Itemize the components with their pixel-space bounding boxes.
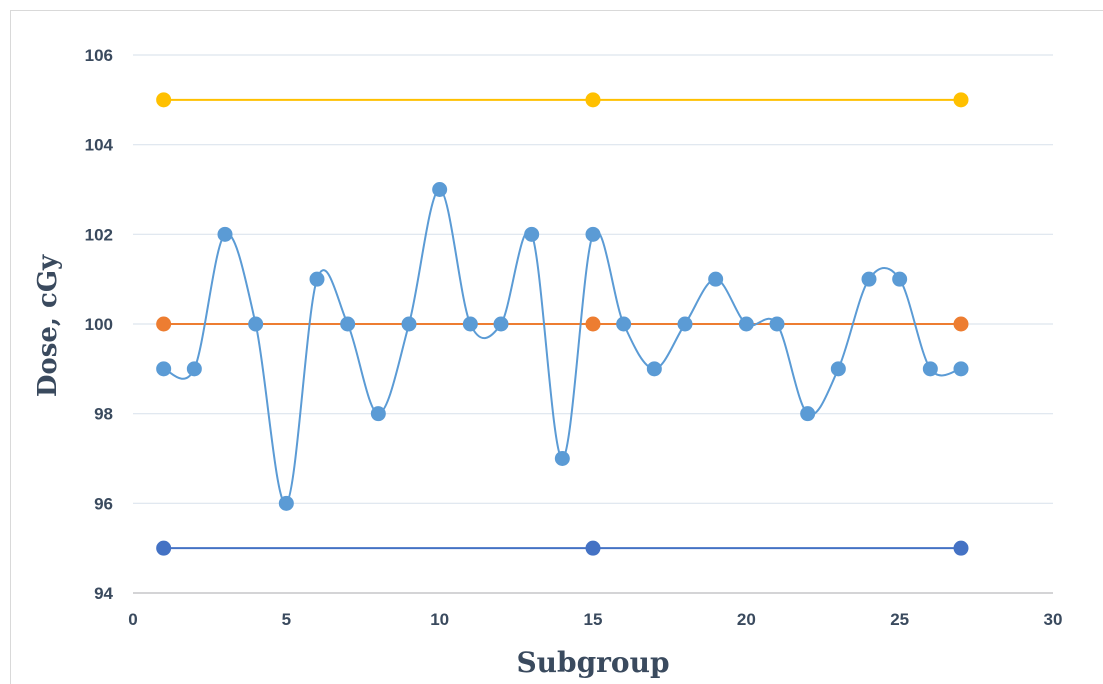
measurements-point: [830, 361, 846, 377]
measurements-point: [646, 361, 662, 377]
measurements-point: [953, 361, 969, 377]
x-tick-label: 30: [1044, 610, 1063, 629]
measurements-point: [800, 406, 816, 422]
measurements-point: [309, 271, 325, 287]
measurements-point: [524, 226, 540, 242]
measurements-point: [554, 451, 570, 466]
y-tick-label: 96: [94, 494, 113, 513]
upper-limit-point: [585, 92, 601, 108]
x-tick-label: 25: [890, 610, 909, 629]
upper-limit-point: [156, 92, 172, 108]
points-group: [156, 92, 969, 556]
measurements-point: [892, 271, 908, 287]
measurements-point: [278, 495, 294, 511]
measurements-point: [432, 182, 448, 197]
measurements-point: [217, 226, 233, 242]
y-tick-label: 102: [85, 225, 113, 244]
x-tick-label: 10: [430, 610, 449, 629]
measurements-point: [677, 316, 693, 332]
measurements-point: [585, 226, 601, 242]
center-line-point: [953, 316, 969, 332]
measurements-point: [156, 361, 172, 377]
lower-limit-point: [953, 540, 969, 556]
measurements-point: [462, 316, 478, 332]
y-tick-label: 104: [85, 136, 114, 155]
series-group: [163, 98, 962, 550]
x-tick-label: 0: [128, 610, 137, 629]
y-tick-label: 106: [85, 46, 113, 65]
x-tick-label: 5: [282, 610, 291, 629]
lower-limit-point: [585, 540, 601, 556]
x-tick-label: 20: [737, 610, 756, 629]
center-line-point: [156, 316, 172, 332]
y-tick-label: 100: [85, 315, 113, 334]
measurements-point: [616, 316, 632, 332]
y-axis-title: Dose, cGy: [33, 254, 63, 397]
measurements-point: [769, 316, 785, 332]
x-axis-title: Subgroup: [516, 646, 669, 679]
measurements-point: [186, 361, 202, 377]
measurements-point: [248, 316, 264, 332]
lower-limit-point: [156, 540, 172, 556]
measurements-point: [401, 316, 417, 332]
axes: 94 96 98 100 102 104 106 0 5 10 15 20 25 30: [85, 46, 1063, 629]
x-tick-label: 15: [584, 610, 603, 629]
measurements-point: [370, 406, 386, 422]
measurements-point: [861, 271, 877, 287]
upper-limit-point: [953, 92, 969, 108]
measurements-point: [340, 316, 356, 332]
measurements-point: [738, 316, 754, 332]
measurements-point: [493, 316, 509, 332]
measurements-point: [708, 271, 724, 287]
y-tick-label: 94: [94, 584, 113, 603]
center-line-point: [585, 316, 601, 332]
measurements-point: [922, 361, 938, 377]
y-tick-label: 98: [94, 405, 113, 424]
